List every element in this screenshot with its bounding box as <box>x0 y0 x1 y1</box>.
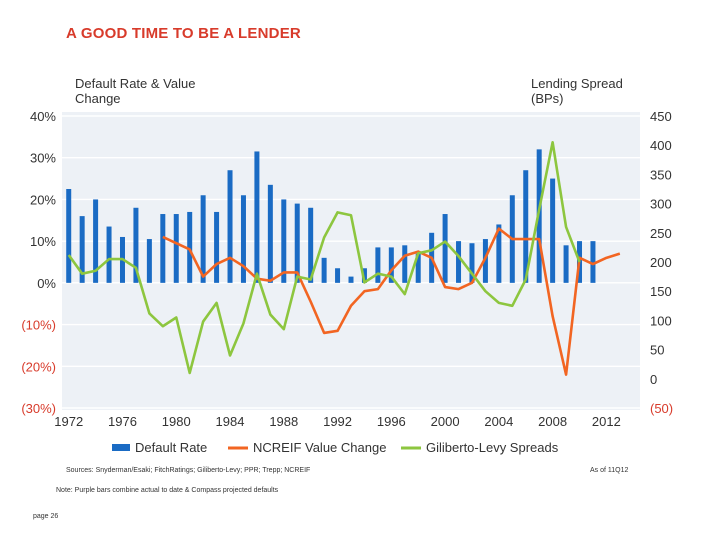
legend-label-spreads: Giliberto-Levy Spreads <box>426 440 559 455</box>
x-tick-label: 1972 <box>54 414 83 429</box>
legend: Default Rate NCREIF Value Change Giliber… <box>112 440 559 455</box>
default-rate-bar <box>590 241 596 283</box>
legend-label-default-rate: Default Rate <box>135 440 207 455</box>
left-tick-label: (10%) <box>21 318 56 333</box>
right-tick-label: 50 <box>650 343 664 358</box>
default-rate-bar <box>442 214 448 283</box>
default-rate-bar <box>523 170 529 283</box>
left-tick-label: 20% <box>30 192 56 207</box>
right-axis-title-line2: (BPs) <box>531 91 564 106</box>
right-tick-label: 450 <box>650 109 672 124</box>
x-tick-label: 1980 <box>162 414 191 429</box>
left-tick-label: 30% <box>30 151 56 166</box>
gridlines <box>62 115 640 409</box>
x-tick-label: 1988 <box>269 414 298 429</box>
default-rate-bar <box>66 189 72 283</box>
x-tick-label: 1976 <box>108 414 137 429</box>
as-of-note: As of 11Q12 <box>590 467 629 474</box>
default-rate-bar <box>308 207 314 283</box>
default-rate-bar <box>348 276 354 283</box>
sources-note: Sources: Snyderman/Esaki; FitchRatings; … <box>66 467 311 474</box>
footnote: Note: Purple bars combine actual to date… <box>56 487 279 494</box>
right-tick-label: 0 <box>650 372 657 387</box>
x-tick-label: 1984 <box>216 414 245 429</box>
x-axis-ticks: 1972 1976 1980 1984 1988 1992 1996 2000 2004 2008… <box>54 414 621 429</box>
default-rate-bar <box>240 195 246 283</box>
default-rate-bar <box>267 184 273 283</box>
left-tick-label: 0% <box>37 276 56 291</box>
giliberto-levy-spreads-line <box>67 140 581 375</box>
x-tick-label: 1992 <box>323 414 352 429</box>
default-rate-bar <box>93 199 99 283</box>
right-tick-label: 100 <box>650 313 672 328</box>
right-tick-label: 400 <box>650 138 672 153</box>
default-rate-bar <box>214 211 220 283</box>
legend-swatch-default-rate <box>112 444 130 451</box>
right-tick-label: 300 <box>650 197 672 212</box>
default-rate-bar <box>294 203 300 283</box>
right-tick-label: (50) <box>650 401 673 416</box>
legend-label-ncreif: NCREIF Value Change <box>253 440 386 455</box>
right-tick-label: 150 <box>650 284 672 299</box>
left-tick-label: (20%) <box>21 359 56 374</box>
default-rate-bar <box>106 226 112 283</box>
x-tick-label: 2004 <box>484 414 513 429</box>
default-rate-bar <box>402 245 408 283</box>
default-rate-bar <box>388 247 394 283</box>
default-rate-bar <box>281 199 287 283</box>
default-rate-bar <box>335 268 341 283</box>
default-rate-bar <box>133 207 139 283</box>
x-tick-label: 1996 <box>377 414 406 429</box>
page-number: page 26 <box>33 513 59 520</box>
default-rate-bar <box>79 216 85 283</box>
default-rate-bar <box>146 239 152 283</box>
left-tick-label: 10% <box>30 234 56 249</box>
default-rate-bar <box>160 214 166 283</box>
default-rate-bar <box>469 243 475 283</box>
right-tick-label: 200 <box>650 255 672 270</box>
left-tick-label: (30%) <box>21 401 56 416</box>
default-rate-bar <box>456 241 462 283</box>
default-rate-bar <box>173 214 179 283</box>
left-axis-title-line1: Default Rate & Value <box>75 76 195 91</box>
left-axis-ticks: 40% 30% 20% 10% 0% (10%) (20%) (30%) <box>21 109 56 416</box>
right-tick-label: 250 <box>650 226 672 241</box>
left-axis-title-line2: Change <box>75 91 121 106</box>
ncreif-value-change-line <box>162 227 621 376</box>
slide-title: A GOOD TIME TO BE A LENDER <box>66 25 301 42</box>
right-axis-ticks: 450 400 350 300 250 200 150 100 50 0 (50) <box>650 109 673 416</box>
default-rate-bar <box>375 247 381 283</box>
default-rate-bar <box>321 257 327 283</box>
right-axis-title-line1: Lending Spread <box>531 76 623 91</box>
x-tick-label: 2012 <box>592 414 621 429</box>
series-lines <box>67 140 621 376</box>
x-tick-label: 2000 <box>431 414 460 429</box>
default-rate-bar <box>482 239 488 283</box>
x-tick-label: 2008 <box>538 414 567 429</box>
right-tick-label: 350 <box>650 167 672 182</box>
default-rate-bar <box>200 195 206 283</box>
default-rate-bar <box>227 170 233 283</box>
left-tick-label: 40% <box>30 109 56 124</box>
default-rate-bar <box>254 151 260 283</box>
default-rate-bar <box>415 253 421 283</box>
default-rate-bar <box>496 224 502 283</box>
default-rate-bar <box>563 245 569 283</box>
default-rate-bar <box>361 268 367 283</box>
default-rate-bar <box>550 178 556 283</box>
default-rate-bar <box>187 211 193 283</box>
